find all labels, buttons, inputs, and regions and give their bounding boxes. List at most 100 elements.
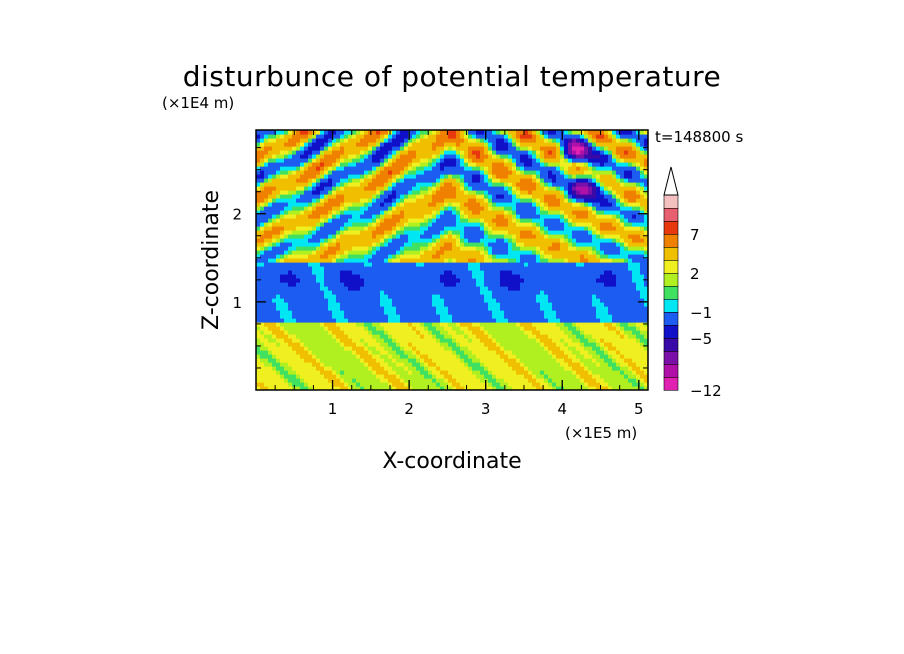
field-cell bbox=[436, 250, 441, 255]
field-cell bbox=[520, 150, 525, 155]
field-cell bbox=[288, 182, 293, 187]
field-cell bbox=[392, 374, 397, 379]
field-cell bbox=[428, 262, 433, 267]
field-cell bbox=[500, 246, 505, 251]
field-cell bbox=[404, 278, 409, 283]
field-cell bbox=[536, 254, 541, 259]
field-cell bbox=[264, 142, 269, 147]
field-cell bbox=[356, 330, 361, 335]
field-cell bbox=[492, 350, 497, 355]
field-cell bbox=[444, 222, 449, 227]
field-cell bbox=[476, 346, 481, 351]
field-cell bbox=[432, 162, 437, 167]
field-cell bbox=[340, 354, 345, 359]
field-cell bbox=[496, 282, 501, 287]
field-cell bbox=[548, 198, 553, 203]
field-cell bbox=[516, 322, 521, 327]
field-cell bbox=[524, 334, 529, 339]
field-cell bbox=[256, 250, 261, 255]
field-cell bbox=[448, 194, 453, 199]
field-cell bbox=[296, 314, 301, 319]
field-cell bbox=[360, 230, 365, 235]
field-cell bbox=[356, 250, 361, 255]
field-cell bbox=[452, 318, 457, 323]
field-cell bbox=[412, 202, 417, 207]
field-cell bbox=[360, 234, 365, 239]
field-cell bbox=[384, 174, 389, 179]
field-cell bbox=[464, 150, 469, 155]
field-cell bbox=[332, 238, 337, 243]
field-cell bbox=[464, 358, 469, 363]
field-cell bbox=[340, 246, 345, 251]
field-cell bbox=[496, 370, 501, 375]
field-cell bbox=[516, 362, 521, 367]
field-cell bbox=[408, 250, 413, 255]
field-cell bbox=[372, 322, 377, 327]
field-cell bbox=[380, 298, 385, 303]
field-cell bbox=[488, 302, 493, 307]
field-cell bbox=[504, 250, 509, 255]
field-cell bbox=[432, 158, 437, 163]
field-cell bbox=[424, 294, 429, 299]
field-cell bbox=[484, 146, 489, 151]
field-cell bbox=[260, 346, 265, 351]
field-cell bbox=[492, 294, 497, 299]
field-cell bbox=[444, 326, 449, 331]
field-cell bbox=[268, 162, 273, 167]
field-cell bbox=[416, 294, 421, 299]
field-cell bbox=[440, 286, 445, 291]
field-cell bbox=[400, 282, 405, 287]
field-cell bbox=[316, 230, 321, 235]
field-cell bbox=[508, 190, 513, 195]
field-cell bbox=[472, 330, 477, 335]
field-cell bbox=[548, 182, 553, 187]
field-cell bbox=[464, 342, 469, 347]
field-cell bbox=[456, 274, 461, 279]
field-cell bbox=[344, 362, 349, 367]
field-cell bbox=[496, 218, 501, 223]
field-cell bbox=[384, 266, 389, 271]
field-cell bbox=[492, 166, 497, 171]
field-cell bbox=[552, 330, 557, 335]
field-cell bbox=[328, 226, 333, 231]
field-cell bbox=[472, 210, 477, 215]
field-cell bbox=[500, 230, 505, 235]
field-cell bbox=[468, 366, 473, 371]
field-cell bbox=[508, 318, 513, 323]
field-cell bbox=[488, 314, 493, 319]
field-cell bbox=[540, 362, 545, 367]
field-cell bbox=[448, 354, 453, 359]
field-cell bbox=[396, 150, 401, 155]
field-cell bbox=[516, 370, 521, 375]
field-cell bbox=[408, 354, 413, 359]
field-cell bbox=[492, 318, 497, 323]
field-cell bbox=[540, 342, 545, 347]
field-cell bbox=[276, 322, 281, 327]
field-cell bbox=[296, 130, 301, 135]
field-cell bbox=[540, 354, 545, 359]
field-cell bbox=[500, 358, 505, 363]
field-cell bbox=[524, 274, 529, 279]
field-cell bbox=[292, 214, 297, 219]
field-cell bbox=[440, 362, 445, 367]
field-cell bbox=[396, 266, 401, 271]
field-cell bbox=[392, 162, 397, 167]
field-cell bbox=[540, 162, 545, 167]
field-cell bbox=[540, 262, 545, 267]
field-cell bbox=[404, 138, 409, 143]
field-cell bbox=[444, 334, 449, 339]
field-cell bbox=[468, 278, 473, 283]
field-cell bbox=[336, 134, 341, 139]
field-cell bbox=[512, 278, 517, 283]
field-cell bbox=[308, 314, 313, 319]
field-cell bbox=[372, 362, 377, 367]
field-cell bbox=[260, 370, 265, 375]
field-cell bbox=[344, 146, 349, 151]
field-cell bbox=[356, 366, 361, 371]
field-cell bbox=[556, 354, 561, 359]
field-cell bbox=[256, 138, 261, 143]
field-cell bbox=[444, 166, 449, 171]
field-cell bbox=[492, 358, 497, 363]
field-cell bbox=[396, 246, 401, 251]
field-cell bbox=[508, 154, 513, 159]
